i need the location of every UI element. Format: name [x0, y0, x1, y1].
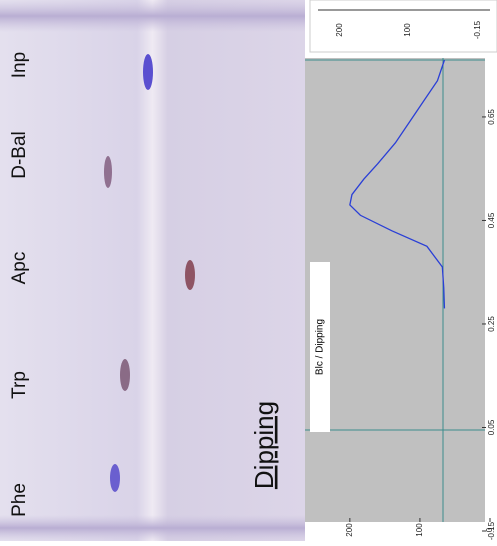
spot [110, 464, 120, 492]
inset-tick: -0.15 [473, 20, 482, 39]
spot [143, 54, 153, 90]
inset-tick: 100 [403, 23, 412, 37]
title-box [310, 262, 330, 432]
y-tick-label: 100 [415, 523, 424, 537]
chart-title: Blc / Dipping [315, 319, 326, 375]
spot [120, 359, 130, 391]
y-tick-label: 0 [485, 527, 494, 532]
y-tick-label: 200 [345, 523, 354, 537]
x-tick-label: 0.25 [487, 316, 496, 332]
x-tick-label: 0.45 [487, 212, 496, 228]
lane-label: D-Bal [9, 131, 30, 179]
plate [0, 0, 305, 541]
lane-label: Apc [9, 252, 30, 285]
x-tick-label: 0.65 [487, 109, 496, 125]
lane-label: Phe [9, 483, 30, 517]
inset-chart [309, 0, 497, 53]
x-tick-label: -0.15 [487, 521, 496, 540]
line [349, 59, 446, 309]
lane-label: Inp [9, 52, 30, 78]
inset-tick: 200 [335, 23, 344, 37]
origin-band [0, 515, 305, 541]
plot-area [305, 58, 485, 522]
solvent-front [0, 0, 305, 32]
spot [185, 260, 195, 290]
x-tick-label: 0.05 [487, 419, 496, 435]
spot [104, 156, 112, 188]
caption: Dipping [249, 401, 279, 489]
lane-label: Trp [9, 371, 30, 399]
